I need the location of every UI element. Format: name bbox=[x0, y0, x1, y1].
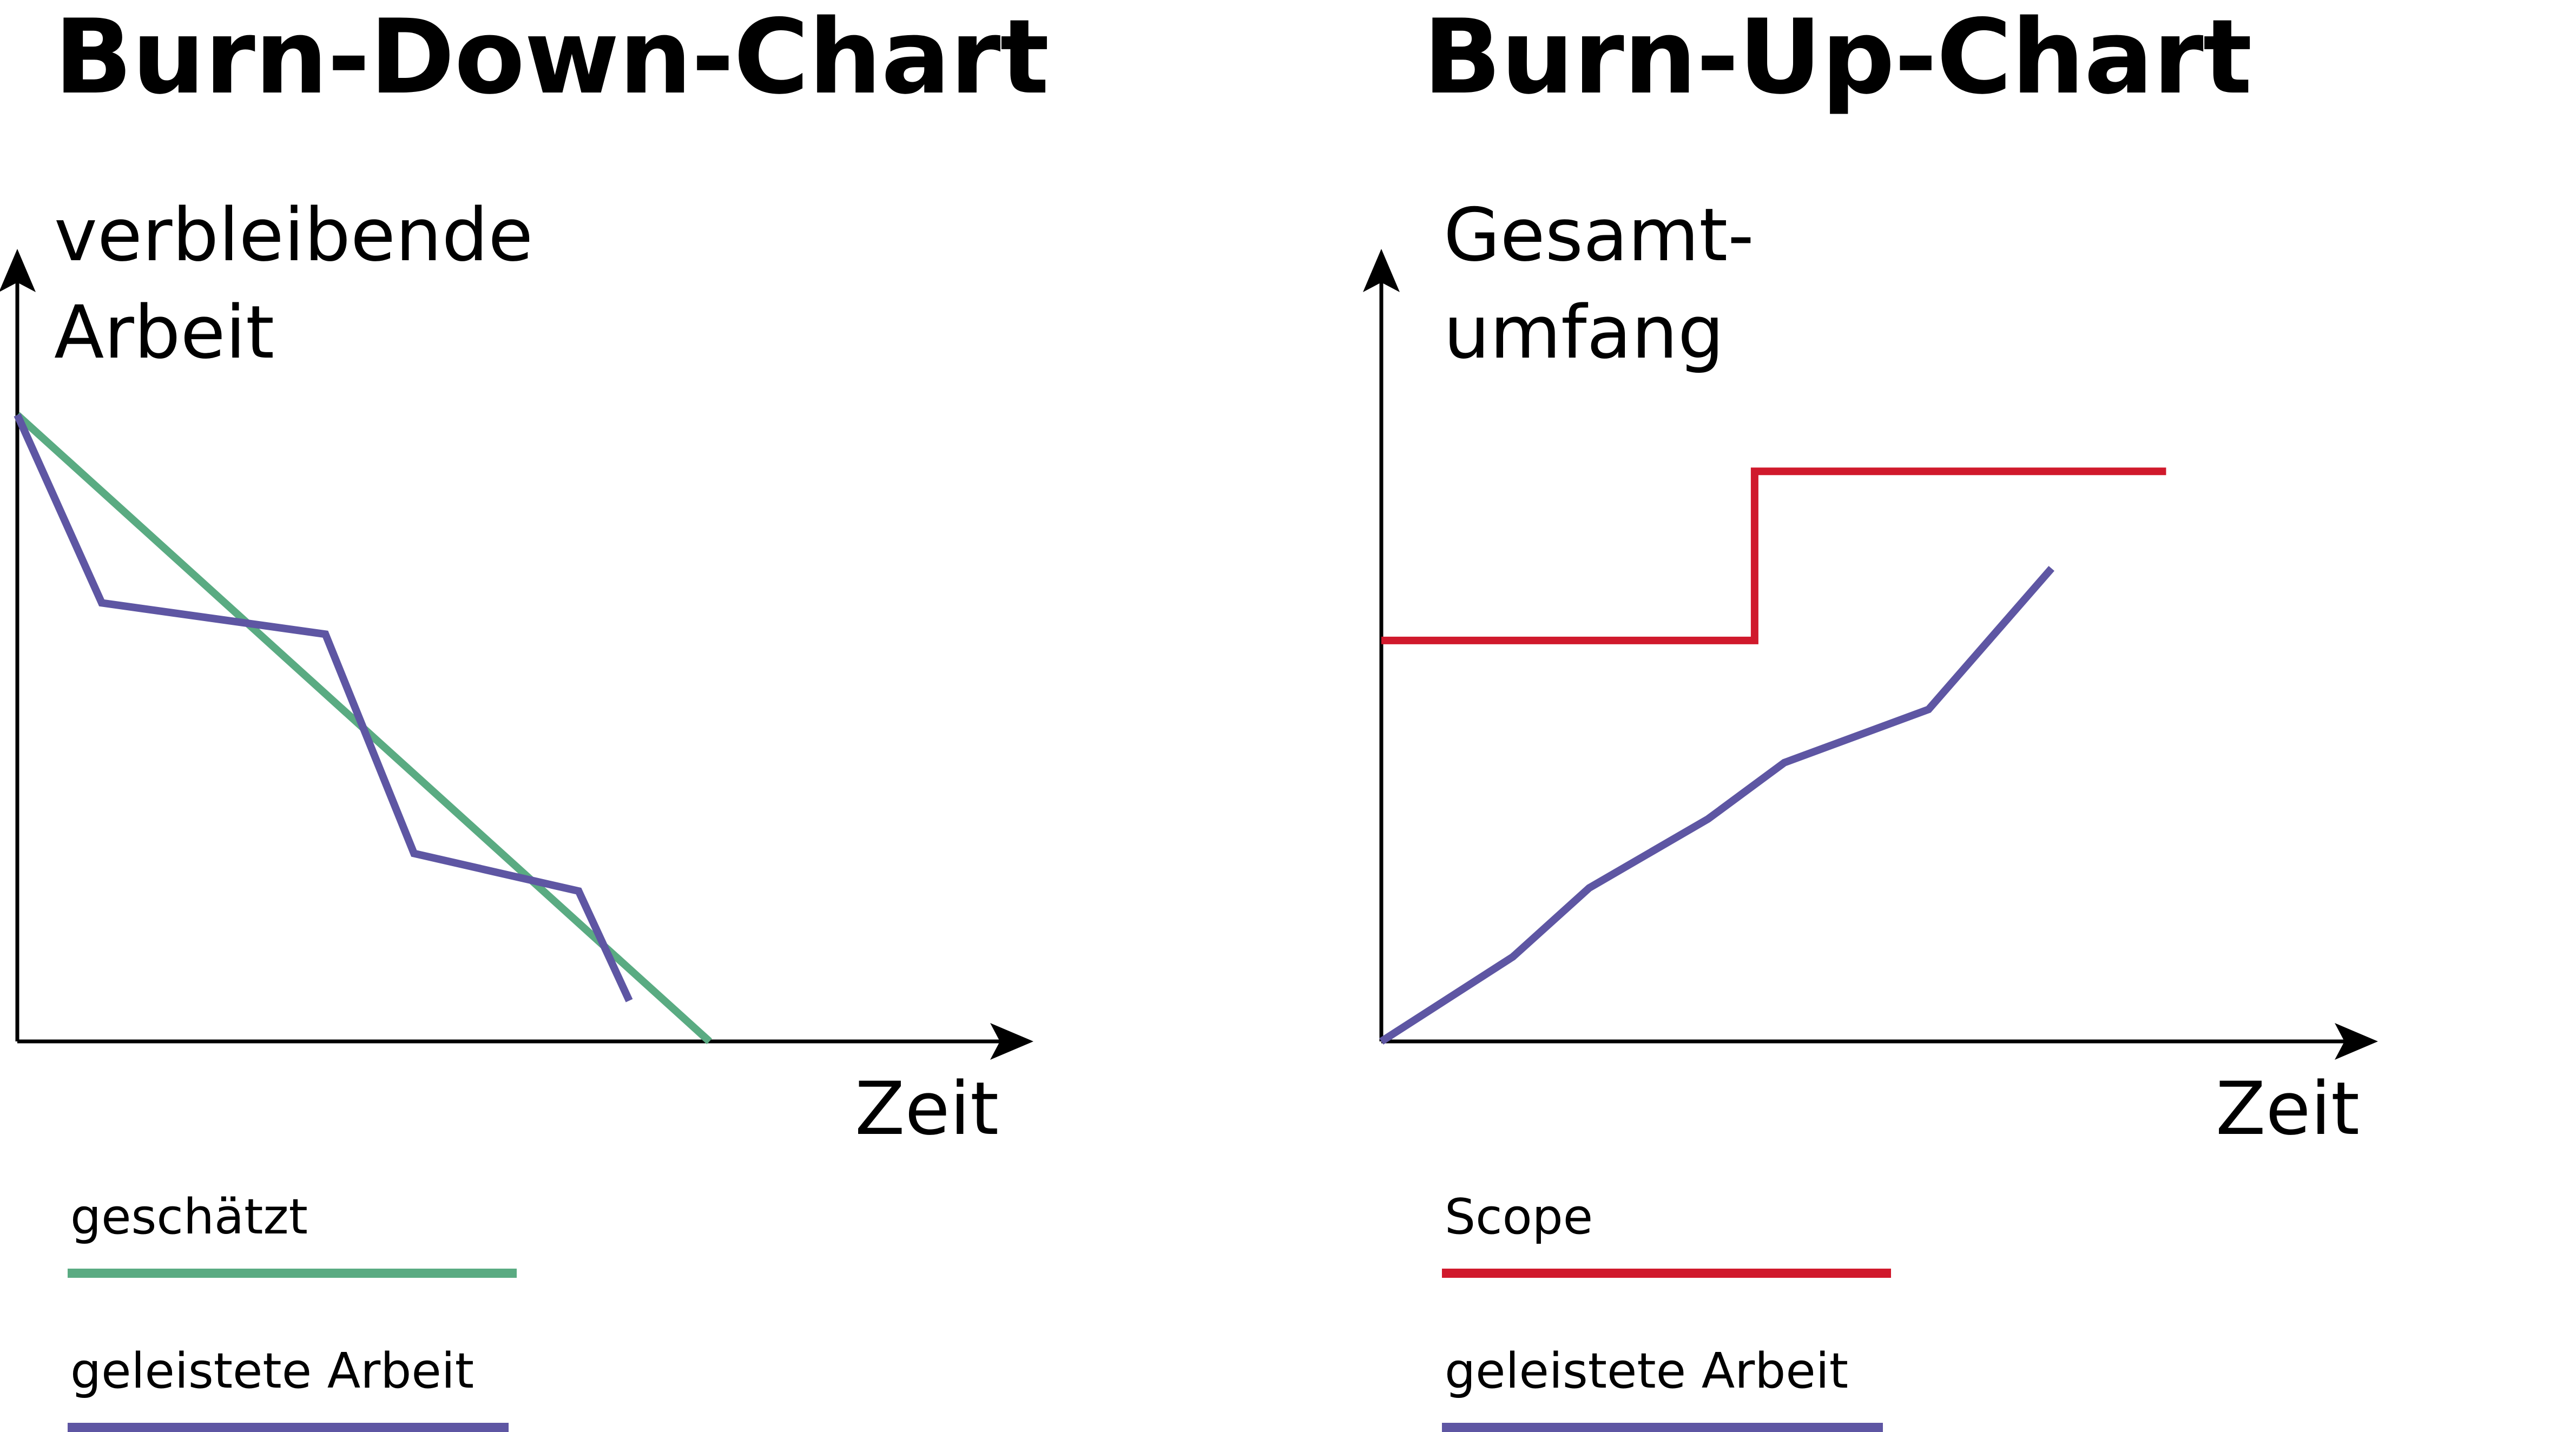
series-line-scope bbox=[1381, 467, 2166, 644]
legend-label: geleistete Arbeit bbox=[1445, 1343, 1849, 1400]
burn-up-chart-panel: Burn-Up-Chart Gesamt- umfang Zeit Scope … bbox=[1353, 0, 2576, 1432]
legend-label: Scope bbox=[1445, 1189, 1593, 1245]
series-line-geleistete-arbeit bbox=[14, 413, 633, 1002]
series-line-geleistete-arbeit bbox=[1379, 566, 2054, 1045]
x-axis-arrowhead bbox=[990, 1023, 1033, 1060]
burn-down-chart-panel: Burn-Down-Chart verbleibende Arbeit Zeit… bbox=[0, 0, 1049, 1432]
legend-label: geschätzt bbox=[70, 1189, 308, 1245]
x-axis-arrowhead bbox=[2335, 1023, 2378, 1060]
chart-title: Burn-Down-Chart bbox=[54, 0, 1049, 117]
x-axis-label: Zeit bbox=[855, 1066, 999, 1151]
y-axis-label: verbleibende Arbeit bbox=[54, 187, 533, 381]
burn-down-plot bbox=[0, 249, 1033, 1060]
y-axis-arrowhead bbox=[1363, 249, 1400, 292]
legend-swatch bbox=[68, 1423, 509, 1432]
legend-label: geleistete Arbeit bbox=[70, 1343, 475, 1400]
legend-swatch bbox=[1442, 1269, 1891, 1278]
chart-title: Burn-Up-Chart bbox=[1423, 0, 2252, 117]
y-axis-arrowhead bbox=[0, 249, 36, 292]
x-axis-label: Zeit bbox=[2216, 1066, 2360, 1151]
legend-swatch bbox=[68, 1269, 517, 1278]
y-axis-label-line-1: Gesamt- bbox=[1444, 193, 1754, 278]
legend-swatch bbox=[1442, 1423, 1883, 1432]
burn-up-plot bbox=[1363, 249, 2378, 1060]
y-axis-label-line-2: umfang bbox=[1444, 290, 1724, 375]
y-axis-label: Gesamt- umfang bbox=[1444, 187, 1754, 381]
y-axis-label-line-2: Arbeit bbox=[54, 290, 275, 375]
y-axis-label-line-1: verbleibende bbox=[54, 193, 533, 278]
